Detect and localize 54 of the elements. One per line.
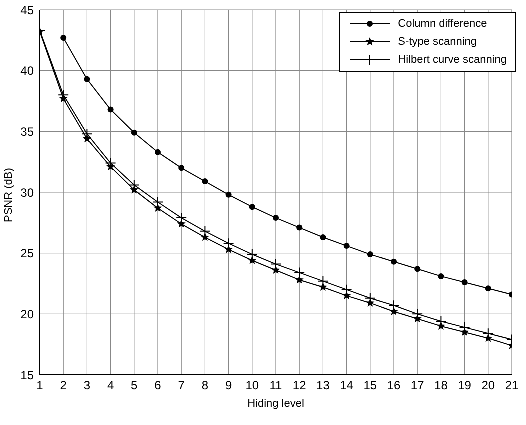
y-tick-label: 40	[20, 64, 34, 78]
point	[438, 273, 444, 280]
y-tick-label: 45	[20, 3, 34, 18]
point	[155, 149, 161, 156]
legend-label: Column difference	[398, 18, 488, 30]
x-tick-label: 18	[434, 378, 448, 393]
x-tick-label: 15	[364, 378, 378, 393]
point	[178, 165, 185, 172]
x-tick-label: 4	[107, 378, 114, 393]
y-tick-label: 25	[20, 246, 34, 261]
y-tick-label: 15	[20, 368, 34, 382]
y-tick-label: 35	[20, 124, 34, 139]
point	[367, 252, 374, 258]
x-tick-label: 10	[246, 378, 260, 393]
x-tick-label: 2	[60, 378, 68, 393]
legend-label: Hilbert curve scanning	[398, 54, 507, 66]
x-tick-label: 8	[202, 378, 209, 393]
x-tick-label: 1	[36, 378, 44, 393]
point	[295, 276, 304, 284]
point	[84, 76, 90, 82]
point	[108, 106, 114, 113]
point	[391, 258, 397, 265]
point	[294, 267, 306, 278]
point	[485, 286, 492, 292]
x-tick-label: 13	[316, 378, 330, 393]
point	[296, 224, 303, 231]
point	[249, 204, 256, 210]
x-tick-label: 21	[505, 378, 519, 393]
y-axis-title: PSNR (dB)	[2, 168, 15, 222]
point	[320, 234, 326, 241]
point	[344, 243, 350, 250]
x-tick-label: 12	[292, 378, 307, 393]
x-axis-title: Hiding level	[248, 398, 304, 410]
point	[202, 178, 208, 185]
y-tick-label: 20	[20, 307, 34, 322]
x-tick-label: 9	[225, 378, 232, 393]
point	[414, 266, 421, 272]
legend-label: S-type scanning	[398, 36, 478, 48]
x-tick-label: 3	[84, 378, 91, 393]
x-tick-label: 16	[387, 378, 401, 393]
x-tick-label: 7	[178, 378, 186, 393]
x-tick-label: 6	[154, 378, 162, 393]
point	[226, 192, 232, 198]
x-tick-label: 17	[410, 378, 425, 393]
x-tick-label: 19	[458, 378, 472, 393]
point	[273, 215, 279, 222]
point	[60, 34, 67, 41]
x-tick-label: 14	[340, 378, 354, 393]
x-tick-label: 11	[270, 378, 283, 393]
point	[462, 280, 468, 286]
x-tick-label: 20	[482, 378, 496, 393]
y-tick-label: 30	[20, 186, 34, 200]
point	[131, 130, 138, 136]
x-tick-label: 5	[131, 378, 138, 393]
